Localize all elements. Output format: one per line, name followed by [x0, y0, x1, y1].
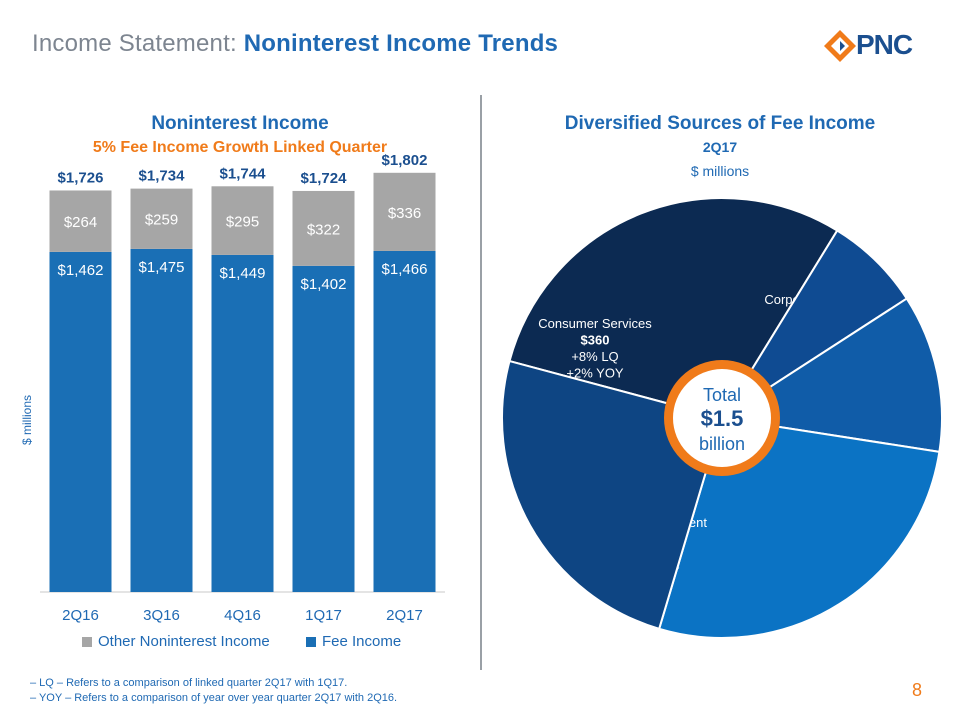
bar-total-2Q16: $1,726: [58, 169, 104, 186]
donut-center: [673, 369, 771, 467]
bar-label-fee-2Q16: $1,462: [58, 262, 104, 279]
footnote-lq: – LQ – Refers to a comparison of linked …: [30, 677, 348, 689]
bar-label-fee-2Q17: $1,466: [382, 261, 428, 278]
pie-label-consumer-services-value: $360: [581, 333, 610, 348]
donut-text-total: Total: [703, 385, 741, 405]
pnc-logo-icon: [824, 30, 856, 62]
donut-text-amount: $1.5: [701, 406, 744, 431]
legend-label-fee: Fee Income: [322, 633, 402, 650]
pie-chart-unit: $ millions: [690, 163, 750, 179]
page-title-bold: Noninterest Income Trends: [243, 30, 559, 57]
logo-text: PNC: [856, 29, 913, 60]
bar-chart-title: Noninterest Income: [151, 113, 329, 134]
pie-label-consumer-services-yoy: +2% YOY: [566, 366, 624, 381]
bar-other-1Q17: [292, 190, 355, 266]
bar-label-other-3Q16: $259: [145, 212, 178, 229]
donut-text-unit: billion: [699, 434, 745, 454]
pie-chart-subtitle: 2Q17: [702, 139, 738, 155]
x-tick-4Q16: 4Q16: [224, 607, 261, 624]
bar-label-other-2Q17: $336: [388, 205, 421, 222]
panel-divider: [480, 95, 482, 670]
bar-label-fee-4Q16: $1,449: [220, 265, 266, 282]
pie-label-consumer-services-name: Consumer Services: [538, 316, 652, 331]
bar-other-3Q16: [130, 188, 193, 249]
footnote-yoy: – YOY – Refers to a comparison of year o…: [30, 692, 398, 704]
bar-total-1Q17: $1,724: [301, 170, 348, 187]
page-number: 8: [912, 680, 923, 700]
bar-label-other-4Q16: $295: [226, 214, 259, 231]
bar-total-3Q16: $1,734: [139, 168, 186, 185]
x-tick-2Q17: 2Q17: [386, 607, 423, 624]
x-tick-3Q16: 3Q16: [143, 607, 180, 624]
bar-label-other-1Q17: $322: [307, 221, 340, 238]
legend-label-other: Other Noninterest Income: [98, 633, 270, 650]
bar-other-2Q17: [373, 172, 436, 251]
page-title-prefix: Income Statement:: [32, 30, 244, 57]
bar-total-2Q17: $1,802: [382, 152, 428, 169]
bar-fee-2Q17: [373, 250, 436, 593]
bar-fee-3Q16: [130, 248, 193, 593]
x-tick-1Q17: 1Q17: [305, 607, 342, 624]
bar-fee-1Q17: [292, 265, 355, 592]
pie-chart-title: Diversified Sources of Fee Income: [564, 113, 876, 134]
pie-label-consumer-services-lq: +8% LQ: [571, 349, 618, 364]
legend-swatch-other: [82, 636, 92, 647]
x-tick-2Q16: 2Q16: [62, 607, 99, 624]
bar-label-fee-3Q16: $1,475: [139, 259, 185, 276]
bar-other-2Q16: [49, 190, 112, 252]
bar-label-other-2Q16: $264: [64, 214, 97, 231]
bar-fee-4Q16: [211, 254, 274, 592]
legend-item-other: Other Noninterest Income: [82, 633, 270, 650]
bar-other-4Q16: [211, 186, 274, 255]
legend-swatch-fee: [306, 636, 316, 647]
page-title: Income Statement: Noninterest Income Tre…: [32, 30, 558, 58]
bar-total-4Q16: $1,744: [220, 165, 267, 182]
legend-item-fee: Fee Income: [306, 633, 401, 650]
bar-label-fee-1Q17: $1,402: [301, 276, 347, 293]
bar-fee-2Q16: [49, 251, 112, 592]
bar-chart-subtitle: 5% Fee Income Growth Linked Quarter: [92, 139, 388, 156]
